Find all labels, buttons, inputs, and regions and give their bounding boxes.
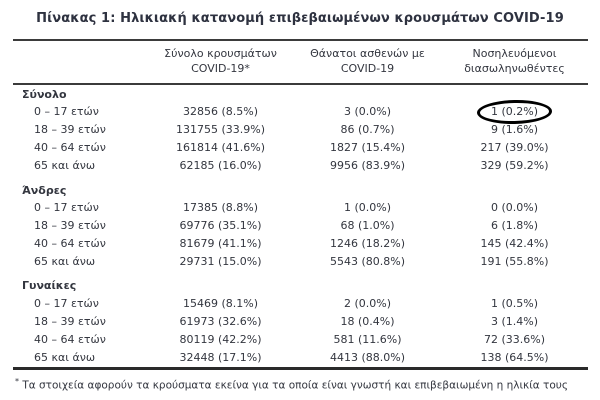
header-empty xyxy=(13,40,147,85)
cell-cases: 29731 (15.0%) xyxy=(179,255,262,268)
cell-intubated: 145 (42.4%) xyxy=(480,237,549,251)
cell-cases: 80119 (42.2%) xyxy=(179,332,262,346)
table-row: 18 – 39 ετών 69776 (35.1%) 68 (1.0%) 6 (… xyxy=(13,218,588,236)
cell-deaths: 9956 (83.9%) xyxy=(329,159,406,173)
cell-cases: 131755 (33.9%) xyxy=(175,123,265,137)
cell-intubated: 0 (0.0%) xyxy=(490,201,539,215)
table-row: 18 – 39 ετών 131755 (33.9%) 86 (0.7%) 9 … xyxy=(13,122,588,140)
age-label: 0 – 17 ετών xyxy=(34,296,99,310)
age-label: 65 και άνω xyxy=(34,350,96,364)
cell-cases: 32856 (8.5%) xyxy=(182,105,259,119)
cell-deaths: 4413 (88.0%) xyxy=(329,350,406,364)
table-row: 65 και άνω 62185 (16.0%) 9956 (83.9%) 32… xyxy=(13,158,588,176)
header-deaths: Θάνατοι ασθενών με COVID-19 xyxy=(294,40,441,85)
section-row-total: Σύνολο xyxy=(13,84,588,104)
cell-deaths: 3 (0.0%) xyxy=(343,105,392,119)
table-row: 40 – 64 ετών 81679 (41.1%) 1246 (18.2%) … xyxy=(13,236,588,254)
cell-intubated: 1 (0.5%) xyxy=(490,296,539,310)
header-total-cases: Σύνολο κρουσμάτων COVID-19* xyxy=(147,40,294,85)
section-label: Άνδρες xyxy=(22,183,67,197)
header-total-cases-line2: COVID-19* xyxy=(191,62,250,76)
table-row: 18 – 39 ετών 61973 (32.6%) 18 (0.4%) 3 (… xyxy=(13,313,588,331)
cell-cases: 17385 (8.8%) xyxy=(182,201,259,215)
header-deaths-line1: Θάνατοι ασθενών με xyxy=(310,47,425,60)
age-label: 0 – 17 ετών xyxy=(34,105,99,119)
age-label: 40 – 64 ετών xyxy=(34,237,106,251)
cell-intubated: 9 (1.6%) xyxy=(490,123,539,137)
header-deaths-line2: COVID-19 xyxy=(340,62,395,76)
header-intubated: Νοσηλευόμενοι διασωληνωθέντες xyxy=(441,40,588,85)
cell-deaths: 68 (1.0%) xyxy=(340,219,395,233)
header-total-cases-line1: Σύνολο κρουσμάτων xyxy=(164,47,277,60)
table-row: 0 – 17 ετών 32856 (8.5%) 3 (0.0%) 1 (0.2… xyxy=(13,99,588,126)
footnote-text: Τα στοιχεία αφορούν τα κρούσματα εκείνα … xyxy=(22,379,568,392)
cell-deaths: 581 (11.6%) xyxy=(333,332,402,346)
cell-deaths: 1246 (18.2%) xyxy=(329,237,406,251)
cell-cases: 161814 (41.6%) xyxy=(175,141,265,155)
table-row: 65 και άνω 29731 (15.0%) 5543 (80.8%) 19… xyxy=(13,254,588,272)
cell-cases: 69776 (35.1%) xyxy=(179,219,262,233)
age-label: 18 – 39 ετών xyxy=(34,314,106,328)
age-label: 0 – 17 ετών xyxy=(34,201,99,215)
cell-intubated: 329 (59.2%) xyxy=(480,159,549,173)
header-intubated-line2: διασωληνωθέντες xyxy=(464,62,565,76)
table-row: 40 – 64 ετών 161814 (41.6%) 1827 (15.4%)… xyxy=(13,140,588,158)
cell-intubated: 72 (33.6%) xyxy=(483,332,546,346)
cell-cases: 15469 (8.1%) xyxy=(182,296,259,310)
section-row-men: Άνδρες xyxy=(13,176,588,200)
cell-deaths: 5543 (80.8%) xyxy=(329,255,406,268)
table-row: 40 – 64 ετών 80119 (42.2%) 581 (11.6%) 7… xyxy=(13,331,588,349)
cell-deaths: 2 (0.0%) xyxy=(343,296,392,310)
table-row: 0 – 17 ετών 15469 (8.1%) 2 (0.0%) 1 (0.5… xyxy=(13,295,588,313)
header-intubated-line1: Νοσηλευόμενοι xyxy=(472,47,557,60)
cell-cases: 61973 (32.6%) xyxy=(179,314,262,328)
cell-intubated-value: 1 (0.2%) xyxy=(490,105,539,119)
section-label: Σύνολο xyxy=(22,87,67,101)
cell-cases: 81679 (41.1%) xyxy=(179,237,262,251)
section-row-women: Γυναίκες xyxy=(13,271,588,295)
section-label: Γυναίκες xyxy=(22,279,77,293)
cell-intubated: 191 (55.8%) xyxy=(480,255,549,268)
table-row: 65 και άνω 32448 (17.1%) 4413 (88.0%) 13… xyxy=(13,349,588,368)
table-footnote: * Τα στοιχεία αφορούν τα κρούσματα εκείν… xyxy=(15,377,600,392)
age-label: 40 – 64 ετών xyxy=(34,332,106,346)
cell-intubated: 217 (39.0%) xyxy=(480,141,549,155)
cell-deaths: 18 (0.4%) xyxy=(340,314,395,328)
age-label: 18 – 39 ετών xyxy=(34,219,106,233)
age-label: 40 – 64 ετών xyxy=(34,141,106,155)
age-label: 65 και άνω xyxy=(34,159,96,173)
age-label: 18 – 39 ετών xyxy=(34,123,106,137)
cell-deaths: 86 (0.7%) xyxy=(340,123,395,137)
table-header-row: Σύνολο κρουσμάτων COVID-19* Θάνατοι ασθε… xyxy=(13,40,588,85)
cell-cases: 62185 (16.0%) xyxy=(179,159,262,173)
footnote-asterisk: * xyxy=(15,377,19,387)
cell-intubated: 138 (64.5%) xyxy=(480,350,549,364)
cell-deaths: 1 (0.0%) xyxy=(343,201,392,215)
table-title: Πίνακας 1: Ηλικιακή κατανομή επιβεβαιωμέ… xyxy=(36,11,564,26)
age-label: 65 και άνω xyxy=(34,255,96,268)
covid-age-distribution-table: Σύνολο κρουσμάτων COVID-19* Θάνατοι ασθε… xyxy=(13,39,588,371)
cell-cases: 32448 (17.1%) xyxy=(179,350,262,364)
cell-intubated: 1 (0.2%) xyxy=(441,99,588,126)
table-row: 0 – 17 ετών 17385 (8.8%) 1 (0.0%) 0 (0.0… xyxy=(13,200,588,218)
cell-intubated: 3 (1.4%) xyxy=(490,314,539,328)
cell-intubated: 6 (1.8%) xyxy=(490,219,539,233)
cell-deaths: 1827 (15.4%) xyxy=(329,141,406,155)
